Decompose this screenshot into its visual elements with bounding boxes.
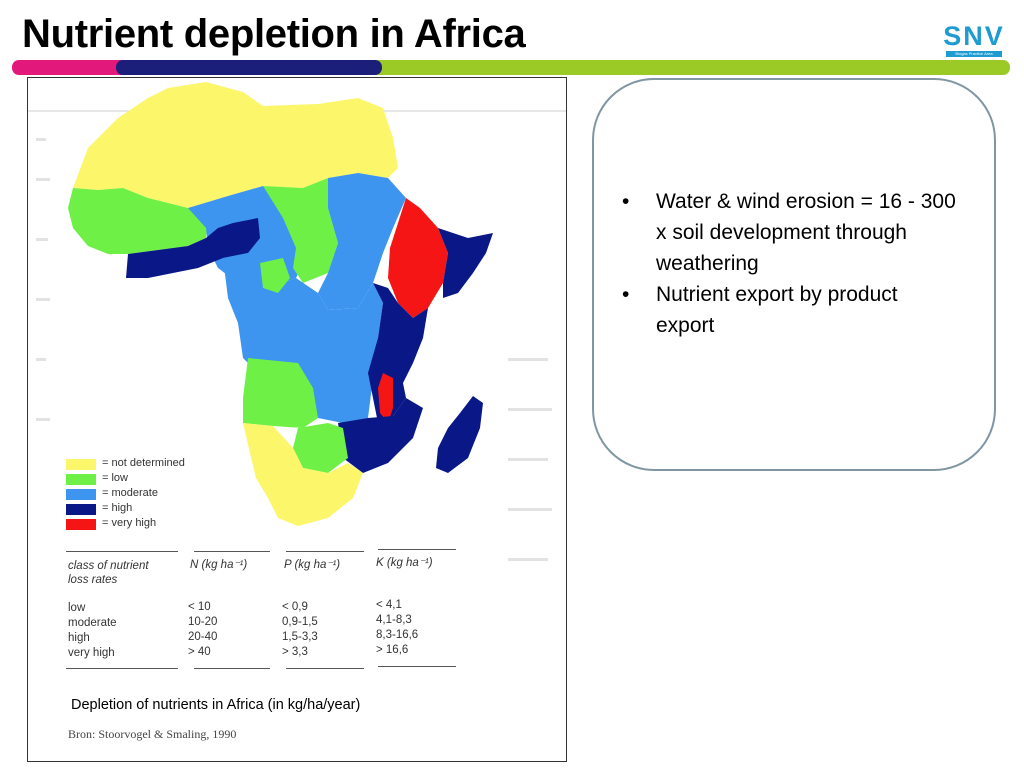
table-rule-bottom-p — [286, 668, 364, 669]
legend-swatch — [66, 459, 96, 470]
map-region-sudan-moderate — [318, 173, 406, 310]
table-header-k: K (kg ha⁻¹) — [376, 557, 433, 569]
table-cell-n: 20-40 — [188, 631, 218, 643]
africa-nutrient-map — [28, 82, 566, 561]
bullet-item: • Nutrient export by product export — [620, 279, 960, 341]
legend-label: = low — [102, 472, 128, 484]
legend-swatch — [66, 519, 96, 530]
bullet-icon: • — [622, 190, 630, 213]
bullet-text: Nutrient export by product export — [656, 283, 898, 337]
table-cell-class: low — [68, 602, 86, 614]
map-region-nigeria-high — [126, 218, 260, 278]
logo-tagline: Biogas Practice Area — [946, 51, 1002, 57]
table-rule-bottom-k — [378, 666, 456, 667]
legend-label: = high — [102, 502, 133, 514]
table-rule-top-n — [194, 551, 270, 552]
map-region-southern-high — [338, 398, 423, 473]
legend-item-not-determined: = not determined — [66, 457, 266, 471]
figure-caption: Depletion of nutrients in Africa (in kg/… — [71, 697, 361, 713]
table-rule-bottom-n — [194, 668, 270, 669]
figure-source: Bron: Stoorvogel & Smaling, 1990 — [68, 727, 237, 741]
table-cell-class: moderate — [68, 617, 117, 629]
table-cell-n: > 40 — [188, 646, 211, 658]
table-header-n: N (kg ha⁻¹) — [190, 559, 248, 571]
legend-swatch — [66, 489, 96, 500]
table-rule-bottom-class — [66, 668, 178, 669]
bullet-icon: • — [622, 283, 630, 306]
table-cell-n: < 10 — [188, 601, 211, 613]
map-region-central-sahel-low — [263, 178, 338, 283]
legend-swatch — [66, 504, 96, 515]
table-cell-k: < 4,1 — [376, 599, 402, 611]
map-region-ethiopia-very-high — [388, 198, 448, 318]
legend-label: = not determined — [102, 457, 185, 469]
map-region-mozambique-very-high — [378, 373, 393, 423]
legend-item-moderate: = moderate — [66, 487, 266, 501]
bullet-text: Water & wind erosion = 16 - 300 x soil d… — [656, 190, 956, 275]
bullet-item: • Water & wind erosion = 16 - 300 x soil… — [620, 186, 960, 279]
table-rule-top-class — [66, 551, 178, 552]
map-background-print — [36, 138, 552, 561]
table-cell-p: < 0,9 — [282, 601, 308, 613]
map-region-madagascar-high — [436, 396, 483, 473]
map-region-zimbabwe-low — [293, 423, 348, 473]
africa-map-figure: = not determined = low = moderate = high… — [27, 77, 567, 762]
legend-item-low: = low — [66, 472, 266, 486]
map-region-cameroon-low — [260, 258, 290, 293]
snv-logo: SNV Biogas Practice Area — [938, 22, 1010, 58]
table-cell-class: very high — [68, 647, 115, 659]
legend-item-high: = high — [66, 502, 266, 516]
map-region-congo-moderate — [223, 253, 383, 423]
logo-word: SNV — [943, 21, 1005, 51]
map-region-horn-high — [438, 228, 493, 298]
map-region-north-africa — [73, 82, 398, 208]
table-cell-p: 0,9-1,5 — [282, 616, 318, 628]
map-region-west-africa-low — [68, 188, 208, 254]
table-cell-p: 1,5-3,3 — [282, 631, 318, 643]
map-region-south-africa — [243, 423, 363, 526]
callout-box: • Water & wind erosion = 16 - 300 x soil… — [592, 78, 996, 471]
table-cell-k: 4,1-8,3 — [376, 614, 412, 626]
slide-title: Nutrient depletion in Africa — [22, 12, 526, 56]
legend-swatch — [66, 474, 96, 485]
table-cell-p: > 3,3 — [282, 646, 308, 658]
table-cell-class: high — [68, 632, 90, 644]
legend-item-very-high: = very high — [66, 517, 266, 531]
table-header-class: class of nutrient loss rates — [68, 560, 149, 586]
legend-label: = moderate — [102, 487, 158, 499]
table-header-p: P (kg ha⁻¹) — [284, 559, 341, 571]
table-rule-top-k — [378, 549, 456, 550]
table-cell-k: > 16,6 — [376, 644, 409, 656]
callout-bullet-list: • Water & wind erosion = 16 - 300 x soil… — [620, 186, 960, 341]
table-cell-n: 10-20 — [188, 616, 218, 628]
table-cell-k: 8,3-16,6 — [376, 629, 419, 641]
legend-label: = very high — [102, 517, 157, 529]
map-region-angola-low — [243, 358, 318, 428]
header-stripe-navy — [116, 60, 382, 75]
table-rule-top-p — [286, 551, 364, 552]
